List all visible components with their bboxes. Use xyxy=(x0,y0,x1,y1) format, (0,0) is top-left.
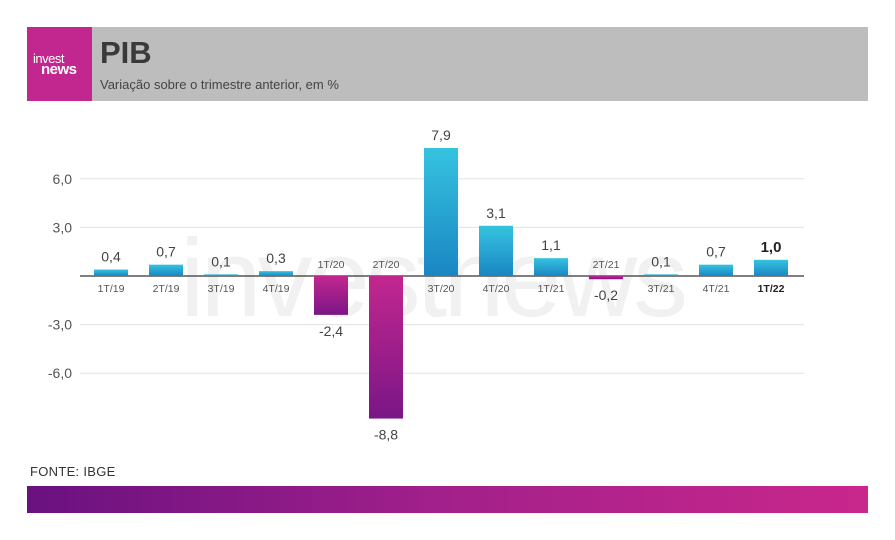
chart-title: PIB xyxy=(100,35,152,70)
bar-4t-21 xyxy=(699,264,733,276)
bar-2t-21 xyxy=(589,276,623,280)
bar-2t-19 xyxy=(149,264,183,276)
x-tick-label: 2T/20 xyxy=(373,259,400,271)
bar-1t-19 xyxy=(94,269,128,276)
data-label: 0,4 xyxy=(101,249,121,265)
x-tick-label: 1T/22 xyxy=(758,283,785,295)
logo-text-news: news xyxy=(41,61,77,78)
investnews-logo: invest news xyxy=(27,27,92,101)
data-label: 7,9 xyxy=(431,127,451,143)
labels: 6,0 3,0 -3,0 -6,0 1T/19 0,4 2T/19 0,7 3T/19 0,1 4T… xyxy=(48,127,785,443)
x-tick-label: 4T/19 xyxy=(263,283,290,295)
x-tick-label: 2T/21 xyxy=(593,259,620,271)
logo-text-invest: invest xyxy=(33,51,64,66)
data-label: 1,1 xyxy=(541,237,561,253)
x-tick-label: 3T/20 xyxy=(428,283,455,295)
y-tick-label: -6,0 xyxy=(48,365,72,381)
x-tick-label: 4T/21 xyxy=(703,283,730,295)
y-tick-label: 6,0 xyxy=(53,171,73,187)
bar-1t-21 xyxy=(534,258,568,276)
bar-4t-19 xyxy=(259,271,293,276)
data-label: -0,2 xyxy=(594,287,618,303)
source-note: FONTE: IBGE xyxy=(30,464,116,479)
footer-gradient-bar xyxy=(27,486,868,513)
data-label: 0,1 xyxy=(651,253,671,269)
bar-4t-20 xyxy=(479,225,513,276)
x-tick-label: 1T/20 xyxy=(318,259,345,271)
data-label: 1,0 xyxy=(761,239,782,256)
data-label: 0,1 xyxy=(211,253,231,269)
bar-1t-20 xyxy=(314,276,348,315)
x-tick-label: 3T/19 xyxy=(208,283,235,295)
x-tick-label: 1T/21 xyxy=(538,283,565,295)
data-label: 0,3 xyxy=(266,250,286,266)
bar-1t-22 xyxy=(754,259,788,276)
y-tick-label: 3,0 xyxy=(53,219,73,235)
chart-header: invest news PIB Variação sobre o trimest… xyxy=(27,27,868,101)
bar-2t-20 xyxy=(369,276,403,419)
bars xyxy=(94,148,788,419)
data-label: 0,7 xyxy=(706,244,726,260)
bar-3t-19 xyxy=(204,274,238,276)
x-tick-label: 1T/19 xyxy=(98,283,125,295)
y-tick-label: -3,0 xyxy=(48,317,72,333)
x-tick-label: 4T/20 xyxy=(483,283,510,295)
bar-3t-21 xyxy=(644,274,678,276)
data-label: -2,4 xyxy=(319,323,343,339)
data-label: 3,1 xyxy=(486,205,506,221)
x-tick-label: 3T/21 xyxy=(648,283,675,295)
x-tick-label: 2T/19 xyxy=(153,283,180,295)
data-label: -8,8 xyxy=(374,427,398,443)
chart-subtitle: Variação sobre o trimestre anterior, em … xyxy=(100,77,339,92)
data-label: 0,7 xyxy=(156,244,176,260)
bar-3t-20 xyxy=(424,148,458,276)
